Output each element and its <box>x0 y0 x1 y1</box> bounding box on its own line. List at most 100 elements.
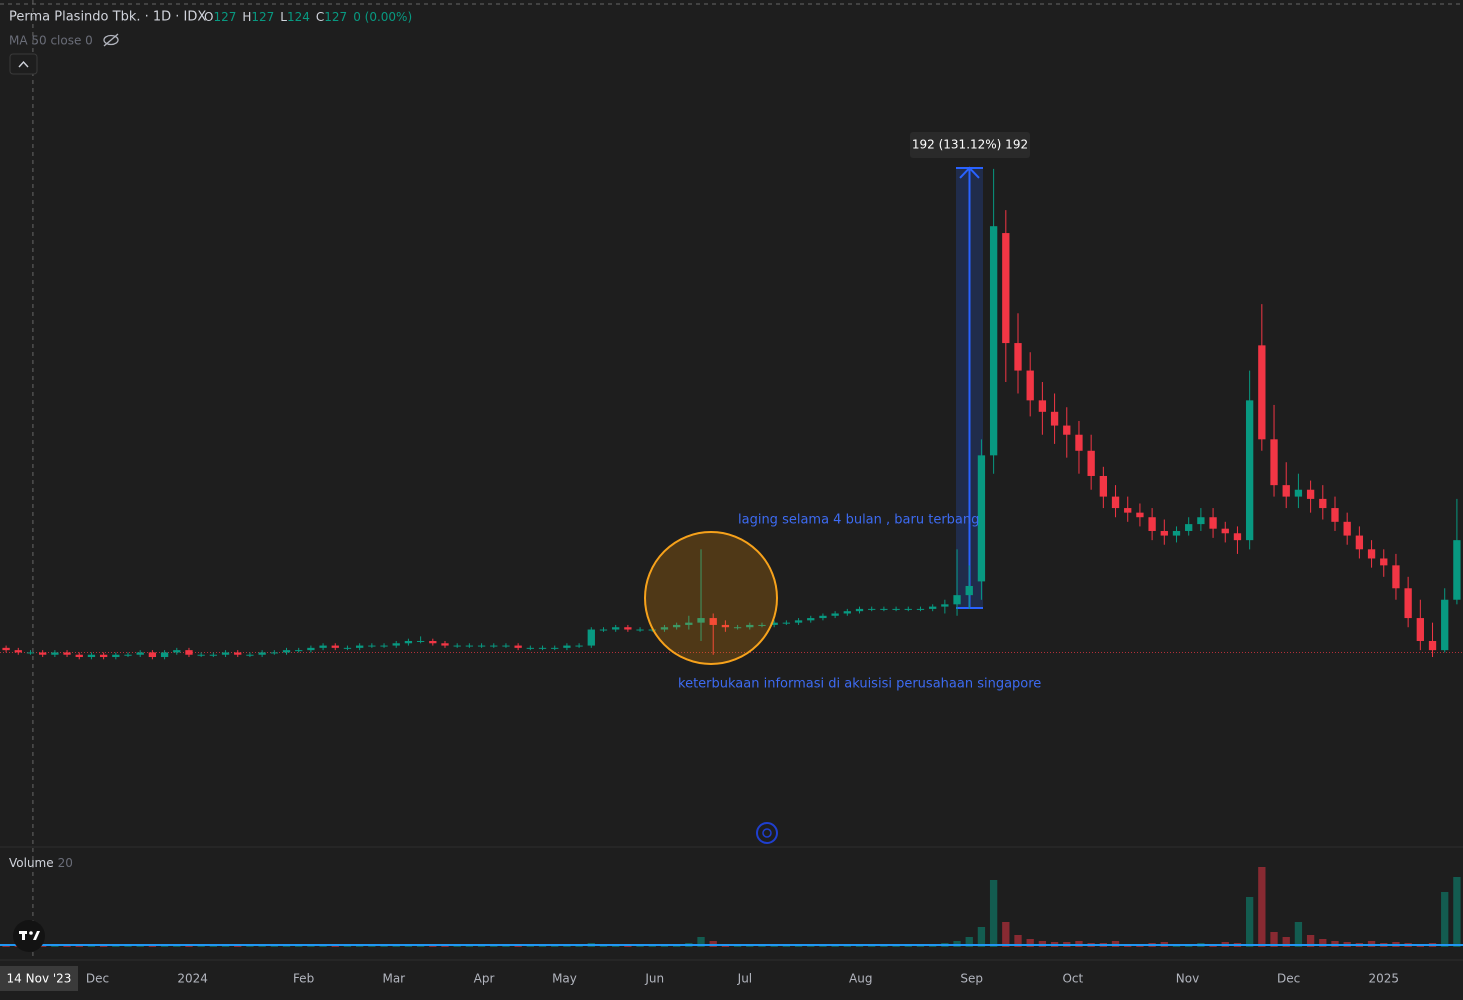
candle-body <box>1294 489 1303 497</box>
candle-body <box>526 647 534 649</box>
candle-body <box>794 620 803 623</box>
x-tick-label: Jun <box>644 972 664 986</box>
candle-body <box>624 627 632 630</box>
candle-body <box>453 645 461 647</box>
crosshair-label: 14 Nov '23 <box>7 972 72 986</box>
collapse-button[interactable] <box>9 53 38 75</box>
candle-body <box>246 654 254 656</box>
candle-body <box>295 650 303 652</box>
candle-body <box>685 622 693 625</box>
candle-body <box>831 613 839 616</box>
candle-body <box>1319 498 1327 509</box>
candle-body <box>1185 524 1193 531</box>
candle-body <box>855 608 864 612</box>
c-value: 127 <box>324 10 347 24</box>
candle-body <box>282 650 291 653</box>
candle-body <box>733 627 742 629</box>
candle-body <box>538 647 547 649</box>
candle-body <box>758 624 766 626</box>
candle-body <box>99 654 108 658</box>
candle-body <box>1136 512 1144 518</box>
candle-body <box>1209 517 1217 529</box>
candle-body <box>160 652 169 658</box>
candle-body <box>1441 599 1449 651</box>
o-value: 127 <box>213 10 236 24</box>
candle-body <box>599 629 608 631</box>
candle-body <box>1099 475 1108 497</box>
candle-body <box>612 627 620 630</box>
x-tick-label: Jul <box>737 972 752 986</box>
candle-body <box>1124 508 1132 513</box>
c-label: C <box>316 10 324 24</box>
x-tick-label: Mar <box>382 972 405 986</box>
volume-bar <box>965 937 973 947</box>
candle-body <box>148 652 157 658</box>
volume-bar <box>270 946 278 947</box>
candle-body <box>575 645 583 647</box>
candle-body <box>75 654 83 658</box>
event-marker-inner <box>762 828 772 838</box>
x-tick-label: 2025 <box>1368 972 1399 986</box>
candle-body <box>234 652 242 655</box>
candle-body <box>319 645 327 648</box>
candle-body <box>1258 345 1266 440</box>
candle-body <box>1392 565 1400 589</box>
volume-bar <box>1002 922 1010 947</box>
candle-body <box>87 654 96 658</box>
candle-body <box>1172 530 1181 536</box>
candle-body <box>1087 450 1095 476</box>
candle-body <box>429 640 437 644</box>
candle-body <box>112 654 120 658</box>
candle-body <box>380 645 388 647</box>
x-tick-label: 2024 <box>177 972 208 986</box>
candle-body <box>1002 233 1010 344</box>
candle-body <box>819 615 827 619</box>
candle-body <box>51 652 59 655</box>
h-value: 127 <box>251 10 274 24</box>
measure-label-box <box>910 131 1030 158</box>
annotation: keterbukaan informasi di akuisisi perusa… <box>678 677 1041 692</box>
x-tick-label: Nov <box>1176 972 1199 986</box>
volume-bar <box>989 880 998 947</box>
measure-label: 192 (131.12%) 192 <box>912 137 1028 151</box>
candle-body <box>721 624 730 628</box>
candle-body <box>1355 535 1364 550</box>
candle-body <box>258 652 266 655</box>
candle-body <box>843 611 851 614</box>
candle-body <box>63 652 71 655</box>
highlight-circle <box>644 531 778 665</box>
candle-body <box>941 604 949 607</box>
l-label: L <box>280 10 287 24</box>
candle-body <box>307 647 315 651</box>
ohlc-legend: O127 H127 L124 C127 0 (0.00%) <box>204 10 412 24</box>
volume-bar <box>1245 897 1254 947</box>
candle-body <box>1050 411 1059 426</box>
annotation: laging selama 4 bulan , baru terbang <box>738 513 979 528</box>
volume-bar <box>1306 935 1315 947</box>
hide-icon[interactable] <box>103 33 119 47</box>
candle-body <box>672 624 681 628</box>
volume-bar <box>697 937 705 947</box>
candle-body <box>1245 400 1254 541</box>
candle-body <box>1380 558 1388 566</box>
volume-length: 20 <box>58 856 73 870</box>
volume-bar <box>99 946 108 947</box>
candle-body <box>1063 425 1071 435</box>
x-tick-label: Dec <box>86 972 109 986</box>
candle-body <box>770 622 778 625</box>
candle-body <box>1075 434 1083 451</box>
volume-bar <box>1258 867 1266 947</box>
volume-bar <box>1441 892 1449 947</box>
volume-bar <box>136 946 144 947</box>
x-tick-label: Aug <box>849 972 872 986</box>
x-tick-label: May <box>552 972 577 986</box>
volume-bar <box>1014 935 1022 947</box>
crosshair-label-box <box>0 966 78 991</box>
candle-body <box>880 608 888 610</box>
volume-bar <box>1270 932 1278 947</box>
event-marker[interactable] <box>756 822 778 844</box>
candle-body <box>709 618 717 625</box>
logo[interactable] <box>13 920 45 952</box>
